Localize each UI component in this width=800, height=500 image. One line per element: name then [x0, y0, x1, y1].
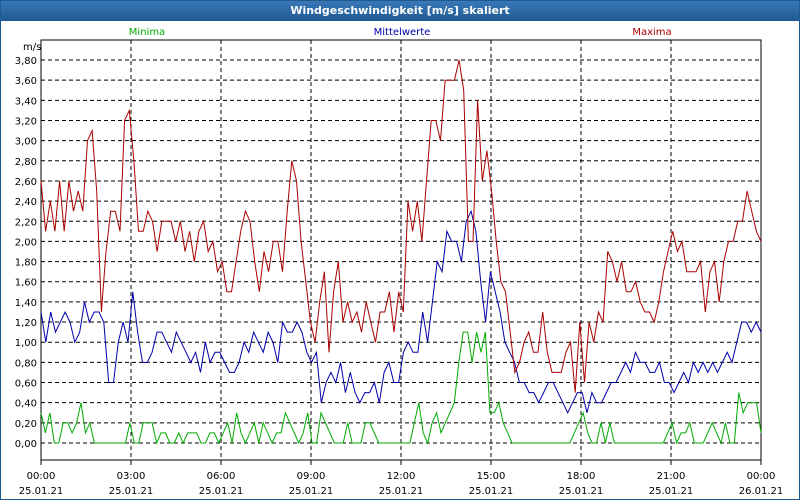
x-tick-time: 18:00 — [567, 471, 596, 482]
y-tick-label: 0,40 — [15, 399, 37, 410]
series-line-minima — [40, 331, 762, 445]
y-tick-label: 3,40 — [15, 96, 37, 107]
y-axis-unit-label: m/s — [23, 42, 41, 53]
series-line-maxima — [40, 59, 762, 393]
x-tick-date: 25.01.21 — [199, 486, 244, 497]
y-tick-label: 1,40 — [15, 298, 37, 309]
data-series — [40, 59, 762, 445]
y-tick-label: 0,00 — [15, 439, 37, 450]
x-tick-date: 25.01.21 — [469, 486, 514, 497]
x-tick-time: 15:00 — [477, 471, 506, 482]
legend-maxima: Maxima — [632, 27, 671, 38]
y-tick-label: 3,20 — [15, 116, 37, 127]
y-tick-label: 2,80 — [15, 157, 37, 168]
x-tick-date: 25.01.21 — [109, 486, 154, 497]
y-tick-label: 3,60 — [15, 76, 37, 87]
x-tick-date: 25.01.21 — [379, 486, 424, 497]
x-tick-date: 25.01.21 — [19, 486, 64, 497]
y-tick-label: 2,20 — [15, 217, 37, 228]
y-tick-label: 2,00 — [15, 237, 37, 248]
y-tick-label: 1,80 — [15, 258, 37, 269]
series-line-mittelwerte — [40, 209, 762, 414]
x-tick-time: 00:00 — [27, 471, 56, 482]
y-tick-label: 0,60 — [15, 379, 37, 390]
y-axis-ticks: 0,00 0,20 0,40 0,60 0,80 1,00 1,20 1,40 1,60 1,80… — [15, 56, 37, 450]
x-tick-date: 25.01.21 — [649, 486, 694, 497]
title-bar: Windgeschwindigkeit [m/s] skaliert — [1, 1, 799, 21]
x-tick-date: 25.01.21 — [289, 486, 334, 497]
x-tick-time: 09:00 — [297, 471, 326, 482]
x-tick-time: 03:00 — [117, 471, 146, 482]
chart-title: Windgeschwindigkeit [m/s] skaliert — [290, 4, 510, 17]
legend-mittelwerte: Mittelwerte — [374, 27, 431, 38]
x-tick-time: 21:00 — [657, 471, 686, 482]
x-tick-date: 25.01.21 — [559, 486, 604, 497]
x-tick-time: 06:00 — [207, 471, 236, 482]
x-tick-time: 00:00 — [747, 471, 776, 482]
y-tick-label: 1,60 — [15, 278, 37, 289]
legend-minima: Minima — [129, 27, 165, 38]
y-tick-label: 3,00 — [15, 137, 37, 148]
y-tick-label: 2,40 — [15, 197, 37, 208]
y-tick-label: 3,80 — [15, 56, 37, 67]
y-tick-label: 1,20 — [15, 318, 37, 329]
y-tick-label: 1,00 — [15, 338, 37, 349]
y-tick-label: 0,20 — [15, 419, 37, 430]
x-tick-time: 12:00 — [387, 471, 416, 482]
grid-lines — [41, 40, 761, 460]
x-tick-date: 26.01.21 — [739, 486, 784, 497]
y-tick-label: 2,60 — [15, 177, 37, 188]
x-axis-ticks: 00:00 25.01.21 03:00 25.01.21 06:00 25.01.21 0… — [19, 460, 784, 497]
y-tick-label: 0,80 — [15, 358, 37, 369]
